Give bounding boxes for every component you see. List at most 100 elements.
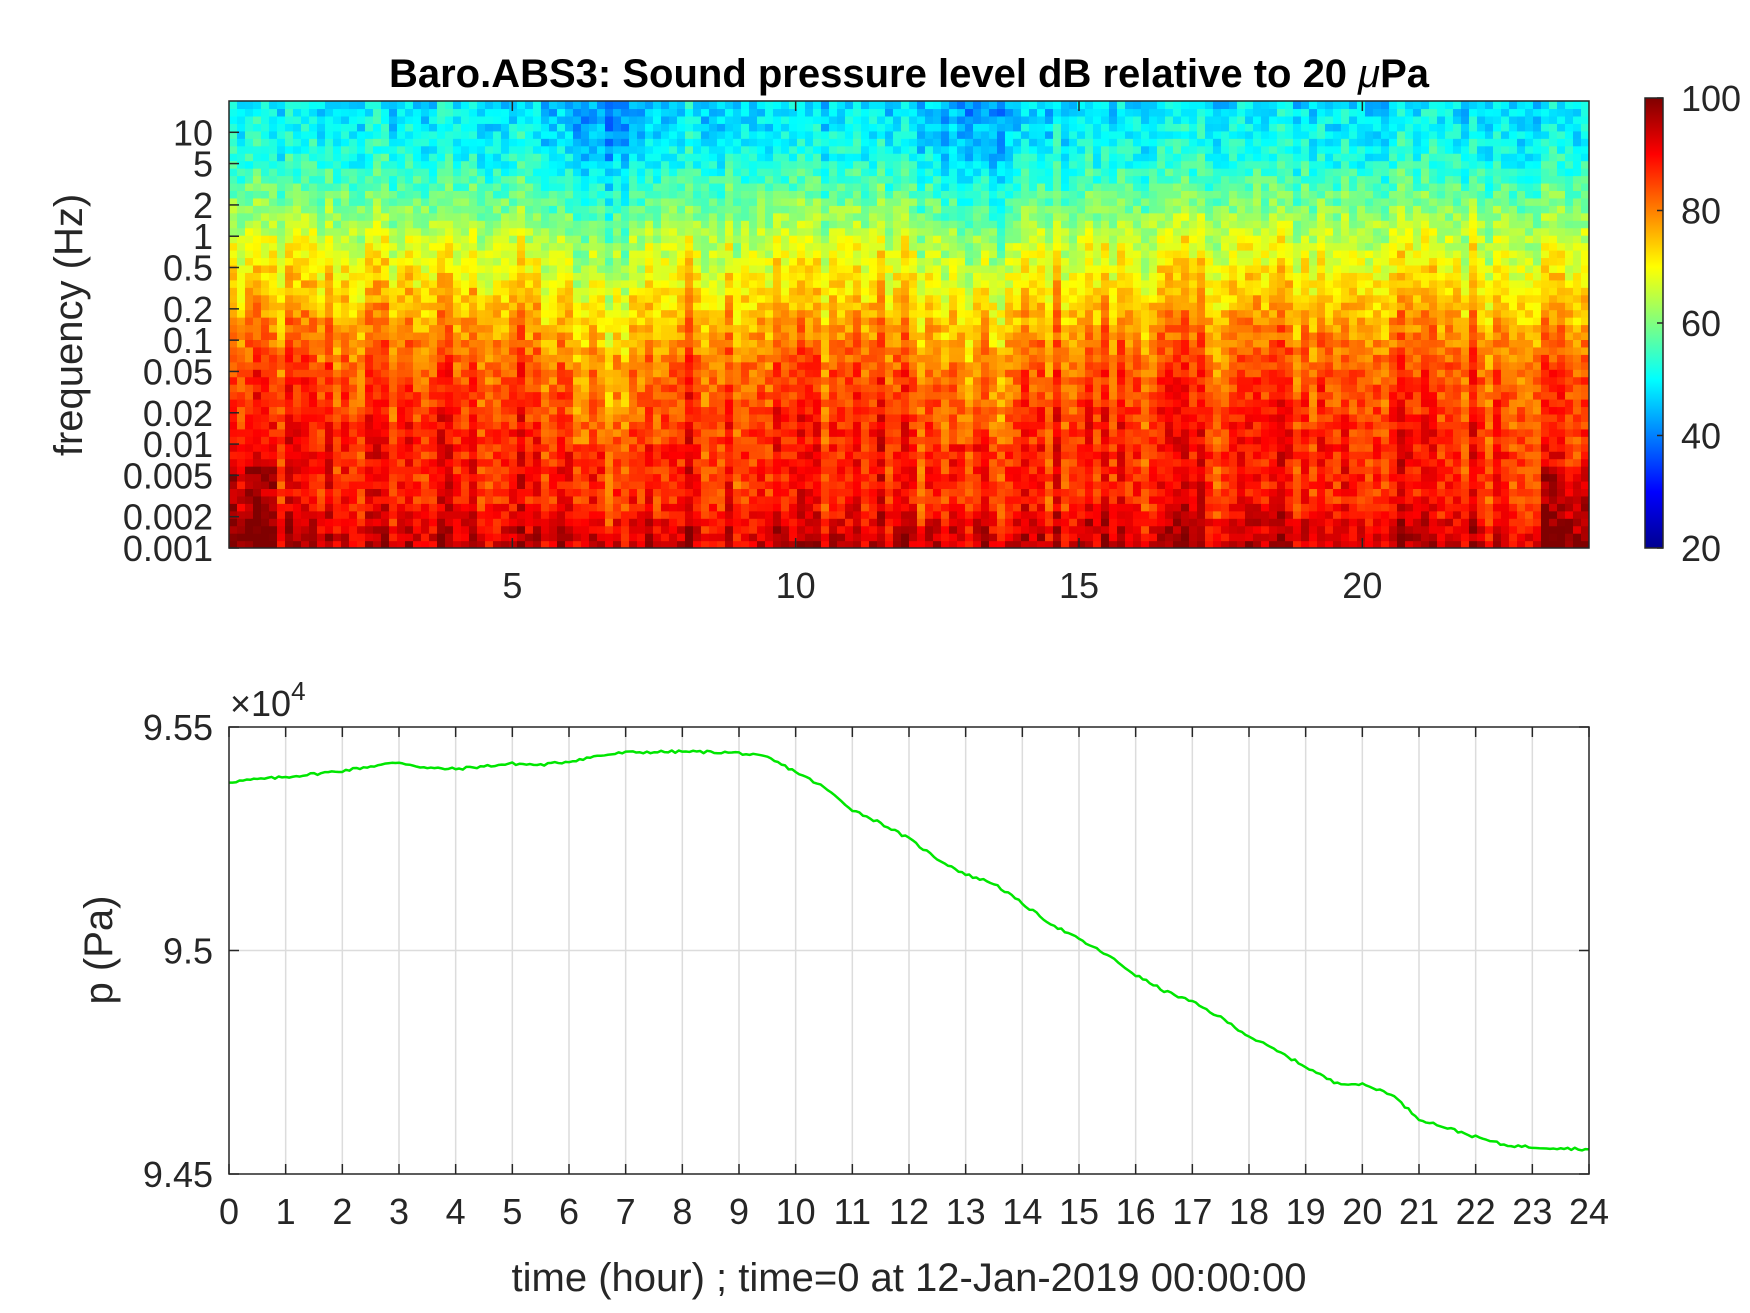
spectrogram-cell	[717, 168, 726, 177]
spectrogram-cell	[229, 473, 238, 482]
spectrogram-cell	[357, 421, 366, 430]
spectrogram-cell	[749, 302, 758, 311]
spectrogram-cell	[397, 421, 406, 430]
spectrogram-cell	[797, 331, 806, 340]
spectrogram-cell	[701, 451, 710, 460]
spectrogram-cell	[501, 533, 510, 542]
spectrogram-cell	[549, 145, 558, 154]
spectrogram-cell	[597, 428, 606, 437]
spectrogram-cell	[261, 153, 270, 162]
spectrogram-cell	[501, 451, 510, 460]
spectrogram-cell	[237, 369, 246, 378]
spectrogram-cell	[245, 540, 254, 548]
spectrogram-cell	[765, 302, 774, 311]
spectrogram-cell	[461, 495, 470, 504]
spectrogram-cell	[821, 175, 830, 184]
spectrogram-cell	[757, 235, 766, 244]
spectrogram-cell	[269, 324, 278, 333]
spectrogram-cell	[749, 354, 758, 363]
spectrogram-cell	[765, 391, 774, 400]
spectrogram-cell	[325, 428, 334, 437]
spectrogram-cell	[389, 101, 398, 110]
spectrogram-cell	[845, 197, 854, 206]
spectrogram-cell	[677, 153, 686, 162]
spectrogram-cell	[589, 421, 598, 430]
spectrogram-cell	[661, 324, 670, 333]
spectrogram-cell	[493, 168, 502, 177]
spectrogram-cell	[789, 220, 798, 229]
spectrogram-cell	[701, 190, 710, 199]
spectrogram-cell	[741, 406, 750, 415]
spectrogram-cell	[245, 220, 254, 229]
spectrogram-cell	[525, 421, 534, 430]
spectrogram-cell	[877, 123, 886, 132]
spectrogram-cell	[741, 182, 750, 191]
spectrogram-cell	[437, 510, 446, 519]
spectrogram-cell	[421, 458, 430, 467]
spectrogram-cell	[333, 533, 342, 542]
spectrogram-cell	[597, 302, 606, 311]
spectrogram-cell	[277, 361, 286, 370]
spectrogram-cell	[485, 443, 494, 452]
spectrogram-cell	[525, 533, 534, 542]
spectrogram-cell	[645, 324, 654, 333]
spectrogram-cell	[517, 168, 526, 177]
spectrogram-cell	[325, 384, 334, 393]
spectrogram-cell	[509, 123, 518, 132]
spectrogram-cell	[725, 272, 734, 281]
spectrogram-cell	[869, 317, 878, 326]
spectrogram-cell	[317, 525, 326, 534]
spectrogram-cell	[621, 302, 630, 311]
spectrogram-cell	[533, 421, 542, 430]
spectrogram-cell	[285, 272, 294, 281]
spectrogram-cell	[461, 346, 470, 355]
spectrogram-cell	[325, 220, 334, 229]
spectrogram-cell	[517, 339, 526, 348]
spectrogram-cell	[757, 361, 766, 370]
spectrogram-cell	[349, 294, 358, 303]
spectrogram-cell	[661, 235, 670, 244]
spectrogram-cell	[733, 160, 742, 169]
spectrogram-cell	[709, 376, 718, 385]
spectrogram-cell	[813, 443, 822, 452]
spectrogram-cell	[525, 101, 534, 110]
spectrogram-cell	[557, 518, 566, 527]
spectrogram-cell	[669, 503, 678, 512]
spectrogram-cell	[517, 399, 526, 408]
spectrogram-cell	[557, 212, 566, 221]
spectrogram-cell	[341, 466, 350, 475]
spectrogram-cell	[517, 294, 526, 303]
spectrogram-cell	[389, 168, 398, 177]
spectrogram-cell	[613, 361, 622, 370]
spectrogram-cell	[781, 287, 790, 296]
spectrogram-cell	[541, 413, 550, 422]
spectrogram-cell	[229, 488, 238, 497]
spectrogram-cell	[293, 518, 302, 527]
spectrogram-cell	[445, 533, 454, 542]
spectrogram-cell	[365, 384, 374, 393]
spectrogram-cell	[437, 421, 446, 430]
spectrogram-cell	[381, 376, 390, 385]
spectrogram-cell	[853, 197, 862, 206]
spectrogram-cell	[325, 466, 334, 475]
spectrogram-cell	[693, 294, 702, 303]
spectrogram-cell	[493, 279, 502, 288]
spectrogram-cell	[765, 533, 774, 542]
spectrogram-cell	[525, 488, 534, 497]
spectrogram-cell	[613, 168, 622, 177]
spectrogram-cell	[805, 436, 814, 445]
spectrogram-cell	[645, 413, 654, 422]
spectrogram-cell	[381, 264, 390, 273]
spectrogram-cell	[501, 287, 510, 296]
spectrogram-cell	[429, 264, 438, 273]
spectrogram-cell	[733, 518, 742, 527]
spectrogram-cell	[613, 309, 622, 318]
spectrogram-cell	[349, 533, 358, 542]
spectrogram-cell	[269, 510, 278, 519]
spectrogram-cell	[517, 451, 526, 460]
spectrogram-cell	[565, 428, 574, 437]
spectrogram-cell	[861, 257, 870, 266]
spectrogram-cell	[373, 317, 382, 326]
spectrogram-cell	[877, 495, 886, 504]
spectrogram-cell	[709, 331, 718, 340]
